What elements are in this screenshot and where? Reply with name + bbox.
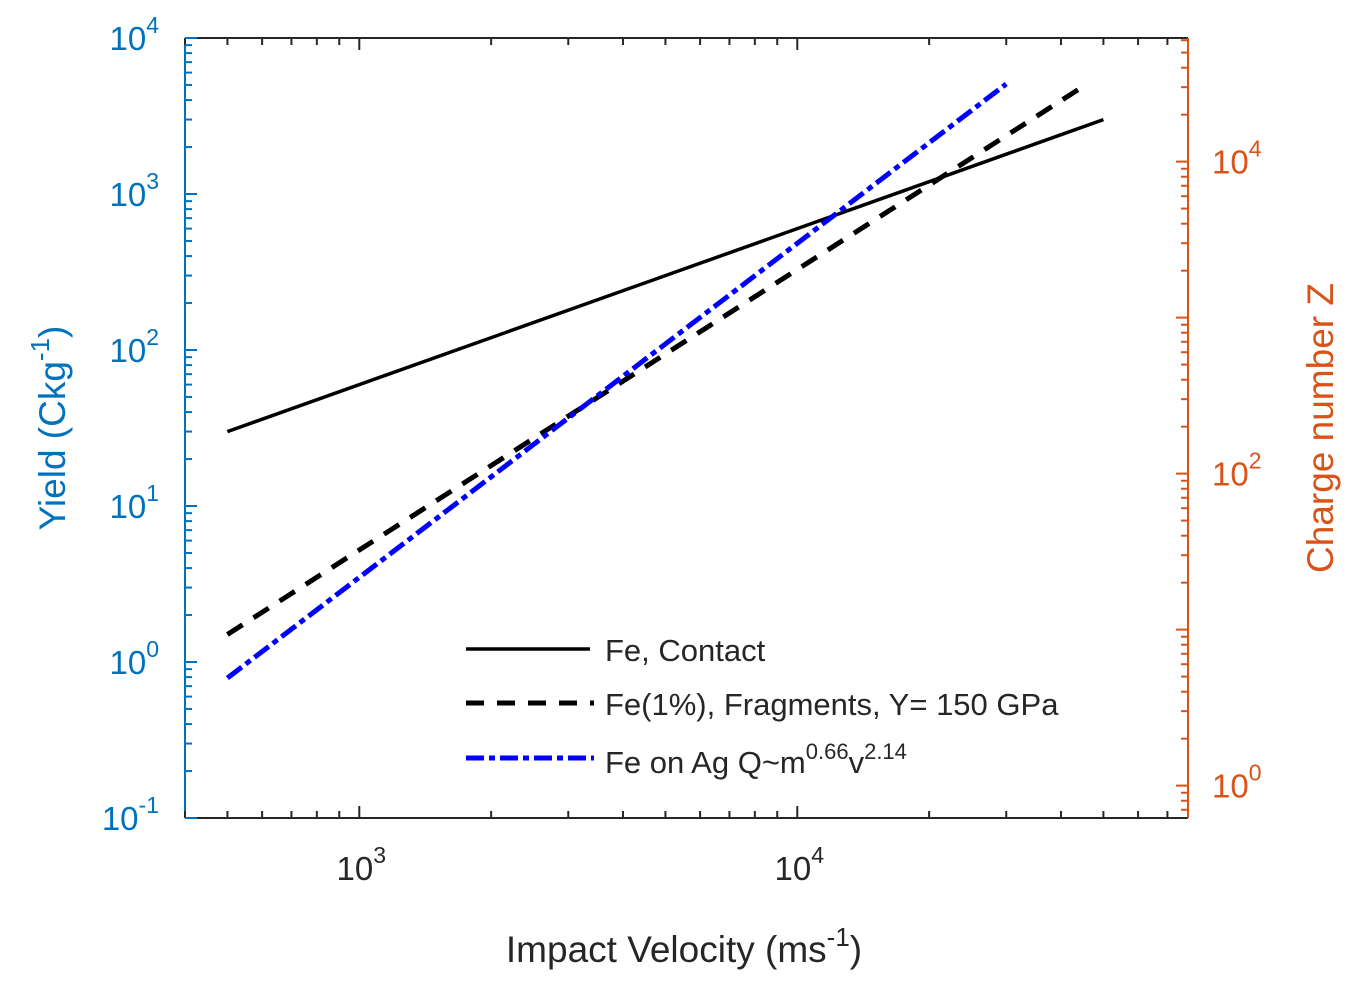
- y-right-tick-label: 104: [1212, 136, 1262, 181]
- series-line-1: [226, 81, 1089, 637]
- tick-labels: 103 104 10-1 100 101 102 103 104 100 102 104: [102, 12, 1262, 887]
- y-axis-left-label: Yield (Ckg-1): [25, 326, 73, 531]
- y-left-tick-label: 103: [109, 168, 159, 213]
- y-right-tick-label: 102: [1212, 448, 1262, 493]
- x-axis-label: Impact Velocity (ms-1): [506, 922, 862, 970]
- y-left-tick-label: 101: [109, 480, 159, 525]
- series-line-2: [225, 82, 1008, 680]
- x-tick-label: 103: [337, 842, 387, 887]
- legend: Fe, Contact Fe(1%), Fragments, Y= 150 GP…: [466, 633, 1059, 780]
- series-line-0: [226, 117, 1104, 434]
- y-axis-right-label: Charge number Z: [1300, 283, 1341, 573]
- legend-label-fe-contact: Fe, Contact: [605, 633, 766, 668]
- legend-label-fe-on-ag: Fe on Ag Q~m0.66v2.14: [605, 739, 907, 780]
- y-right-tick-label: 100: [1212, 760, 1262, 805]
- x-tick-label: 104: [775, 842, 825, 887]
- y-left-tick-label: 10-1: [102, 792, 159, 837]
- y-left-tick-label: 100: [109, 636, 159, 681]
- series-layer: [225, 81, 1104, 680]
- y-left-tick-label: 104: [109, 12, 159, 57]
- tick-marks: [184, 37, 1188, 819]
- legend-label-fe-fragments: Fe(1%), Fragments, Y= 150 GPa: [605, 687, 1059, 722]
- y-left-tick-label: 102: [109, 324, 159, 369]
